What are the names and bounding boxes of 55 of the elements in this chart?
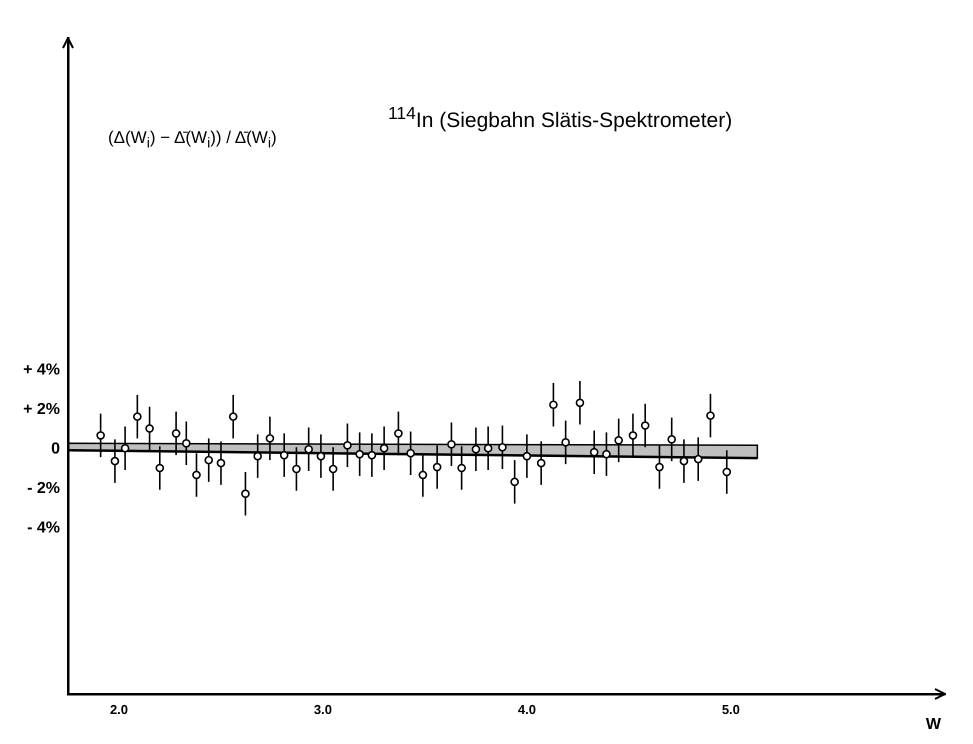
point [266, 434, 274, 443]
y-tick-label: + 2% [23, 401, 60, 418]
y-tick-label: - 2% [27, 480, 60, 498]
point [706, 411, 715, 420]
point [145, 424, 154, 433]
point [406, 448, 415, 458]
x-tick-label: 3.0 [314, 702, 332, 717]
point [667, 435, 676, 444]
point [655, 462, 664, 472]
point [510, 478, 519, 486]
point [182, 439, 191, 448]
point [155, 464, 164, 472]
point [394, 429, 403, 438]
point [204, 456, 214, 464]
point [192, 470, 201, 480]
point [292, 464, 301, 474]
point [343, 440, 352, 450]
text: $^{114}$In (Siegbahn Slätis-Spektrometer) [388, 103, 732, 133]
y-axis-title: (Δ(W$_{i}$) − Δ̄(W$_{i}$)) / Δ̄(W$_{i}$) [108, 128, 277, 152]
point [640, 421, 650, 430]
point [432, 462, 442, 472]
point [280, 450, 288, 460]
point [241, 489, 250, 498]
point [457, 464, 466, 472]
point [536, 458, 546, 468]
y-tick-label: 0 [51, 440, 60, 458]
point [120, 444, 130, 453]
x-tick-label: 5.0 [722, 702, 740, 717]
point [522, 452, 532, 460]
point [447, 440, 456, 449]
point [694, 454, 703, 464]
point [96, 431, 105, 440]
point [576, 398, 584, 408]
point [418, 470, 428, 480]
point [216, 458, 226, 468]
point [355, 450, 364, 458]
point [472, 444, 480, 454]
point [328, 464, 338, 474]
point [498, 442, 507, 452]
point [228, 412, 238, 421]
point [368, 450, 376, 460]
x-axis-title: W [926, 716, 941, 734]
y-tick-label: + 4% [23, 362, 60, 379]
point [614, 436, 623, 445]
point [628, 431, 638, 440]
point [602, 450, 611, 458]
point [561, 438, 570, 447]
x-tick-label: 2.0 [110, 702, 128, 717]
x-tick-label: 4.0 [518, 702, 536, 717]
point [722, 468, 732, 476]
point [110, 456, 120, 466]
y-tick-label: - 4% [27, 520, 60, 537]
point [549, 400, 558, 410]
point [133, 412, 142, 421]
point [172, 429, 180, 438]
